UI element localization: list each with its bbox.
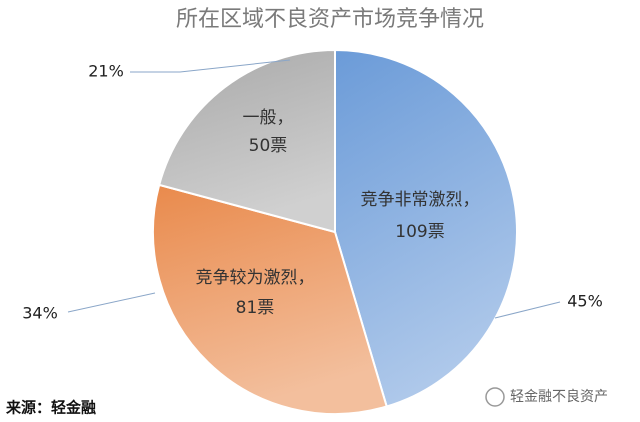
percentage-label: 21% xyxy=(88,62,124,81)
pie-slice xyxy=(334,48,518,408)
slice-label: 一般， xyxy=(243,108,294,128)
source: 来源：轻金融 xyxy=(5,399,96,417)
value-label: 50票 xyxy=(249,136,288,156)
slice-label: 竞争较为激烈， xyxy=(196,268,315,288)
percentage-label: 34% xyxy=(22,304,58,323)
value-label: 109票 xyxy=(395,222,444,242)
pie-slice xyxy=(157,48,336,234)
percentage-label: 45% xyxy=(567,292,603,311)
pie-slice xyxy=(152,183,388,415)
leader-line xyxy=(130,59,291,73)
chart-title: 所在区域不良资产市场竞争情况 xyxy=(176,7,484,32)
leader-line xyxy=(67,292,156,313)
value-label: 81票 xyxy=(236,298,275,318)
watermark: 轻金融不良资产 xyxy=(510,389,608,405)
leader-line xyxy=(494,301,561,319)
watermark-icon xyxy=(485,387,505,407)
slice-label: 竞争非常激烈， xyxy=(361,190,480,210)
